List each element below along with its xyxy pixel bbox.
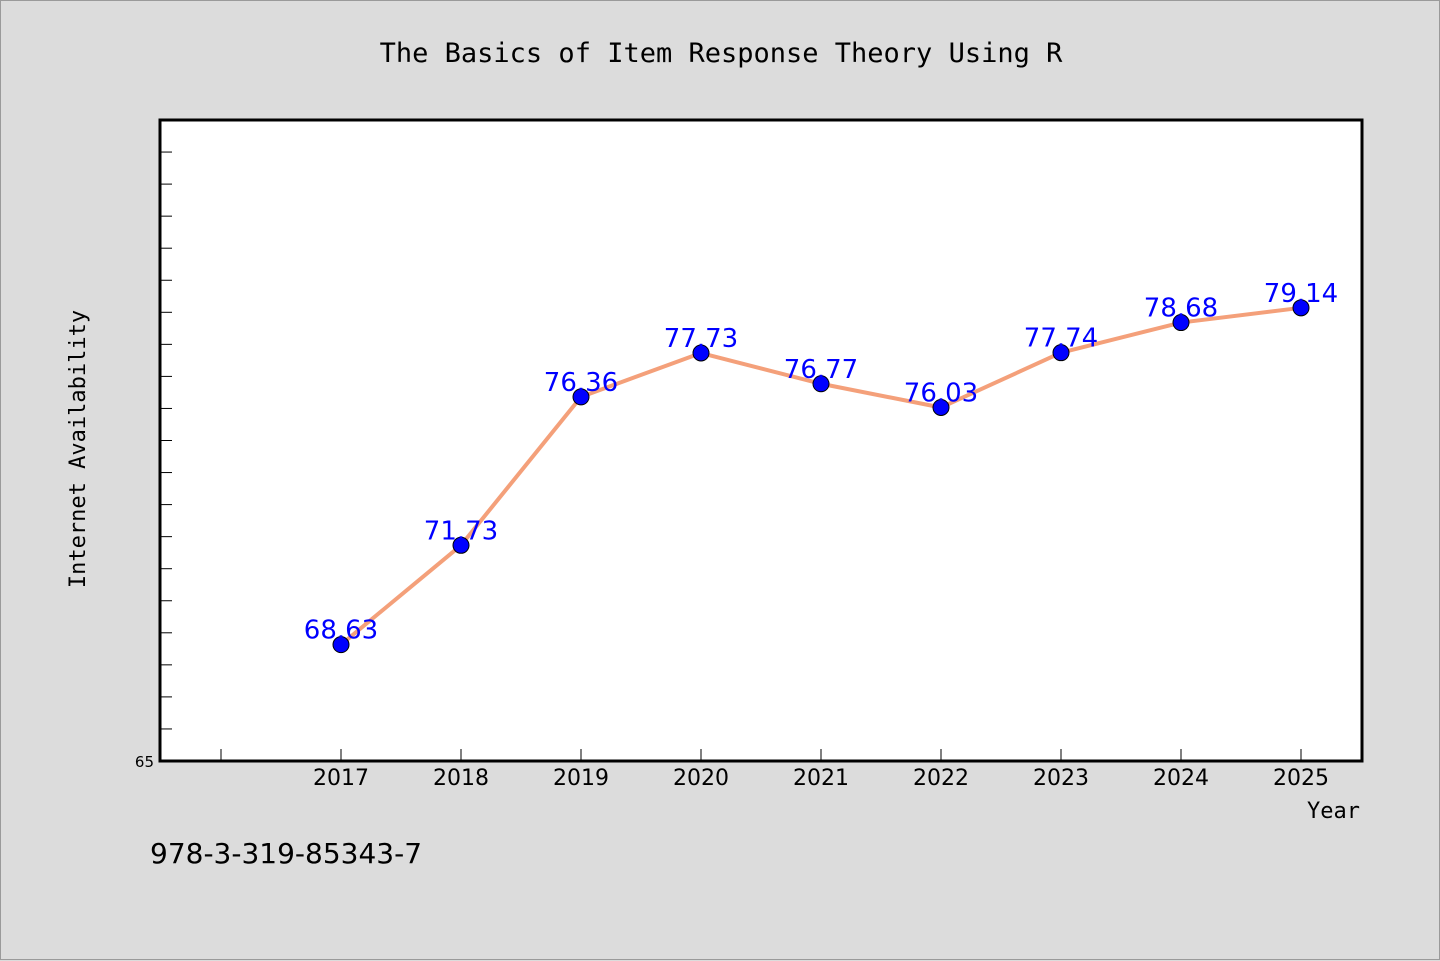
data-point-marker [1172,314,1190,332]
x-axis-title: Year [1307,799,1360,824]
x-tick-label: 2019 [553,766,609,791]
x-tick-label: 2024 [1153,766,1209,791]
y-tick-label: 65 [135,753,154,771]
series-layer [332,299,1310,654]
data-point-marker [1292,299,1310,317]
x-tick-label: 2023 [1033,766,1089,791]
data-label: 68.63 [304,616,378,646]
data-label: 77.74 [1024,324,1098,354]
data-point-marker [692,344,710,362]
data-point-marker [1052,344,1070,362]
x-tick-label: 2017 [313,766,369,791]
data-point-marker [572,388,590,406]
chart-title: The Basics of Item Response Theory Using… [380,38,1063,69]
data-label: 78.68 [1144,294,1218,324]
data-label: 77.73 [664,324,738,354]
data-point-marker [452,536,470,554]
plot-area [158,118,1364,763]
data-point-marker [812,375,830,393]
x-tick-label: 2021 [793,766,849,791]
x-tick-label: 2025 [1273,766,1329,791]
x-tick-label: 2018 [433,766,489,791]
data-labels-layer: 68.63 71.73 76.36 77.73 76.77 76.03 77.74 78.68… [304,279,1338,646]
y-axis-title: Internet Availability [66,310,91,588]
x-tick-label: 2022 [913,766,969,791]
footnote-isbn: 978-3-319-85343-7 [150,837,422,870]
data-label: 79.14 [1264,279,1338,309]
data-label: 76.36 [544,368,618,398]
x-tick-label: 2020 [673,766,729,791]
data-label: 71.73 [424,516,498,546]
data-point-marker [332,636,350,654]
data-label: 76.77 [784,355,858,385]
data-label: 76.03 [904,378,978,408]
y-axis-ticks: 65 [135,151,172,771]
x-axis-ticks: 2017 2018 2019 2020 2021 2022 2023 2024 2025 [220,749,1329,791]
data-point-marker [932,398,950,416]
